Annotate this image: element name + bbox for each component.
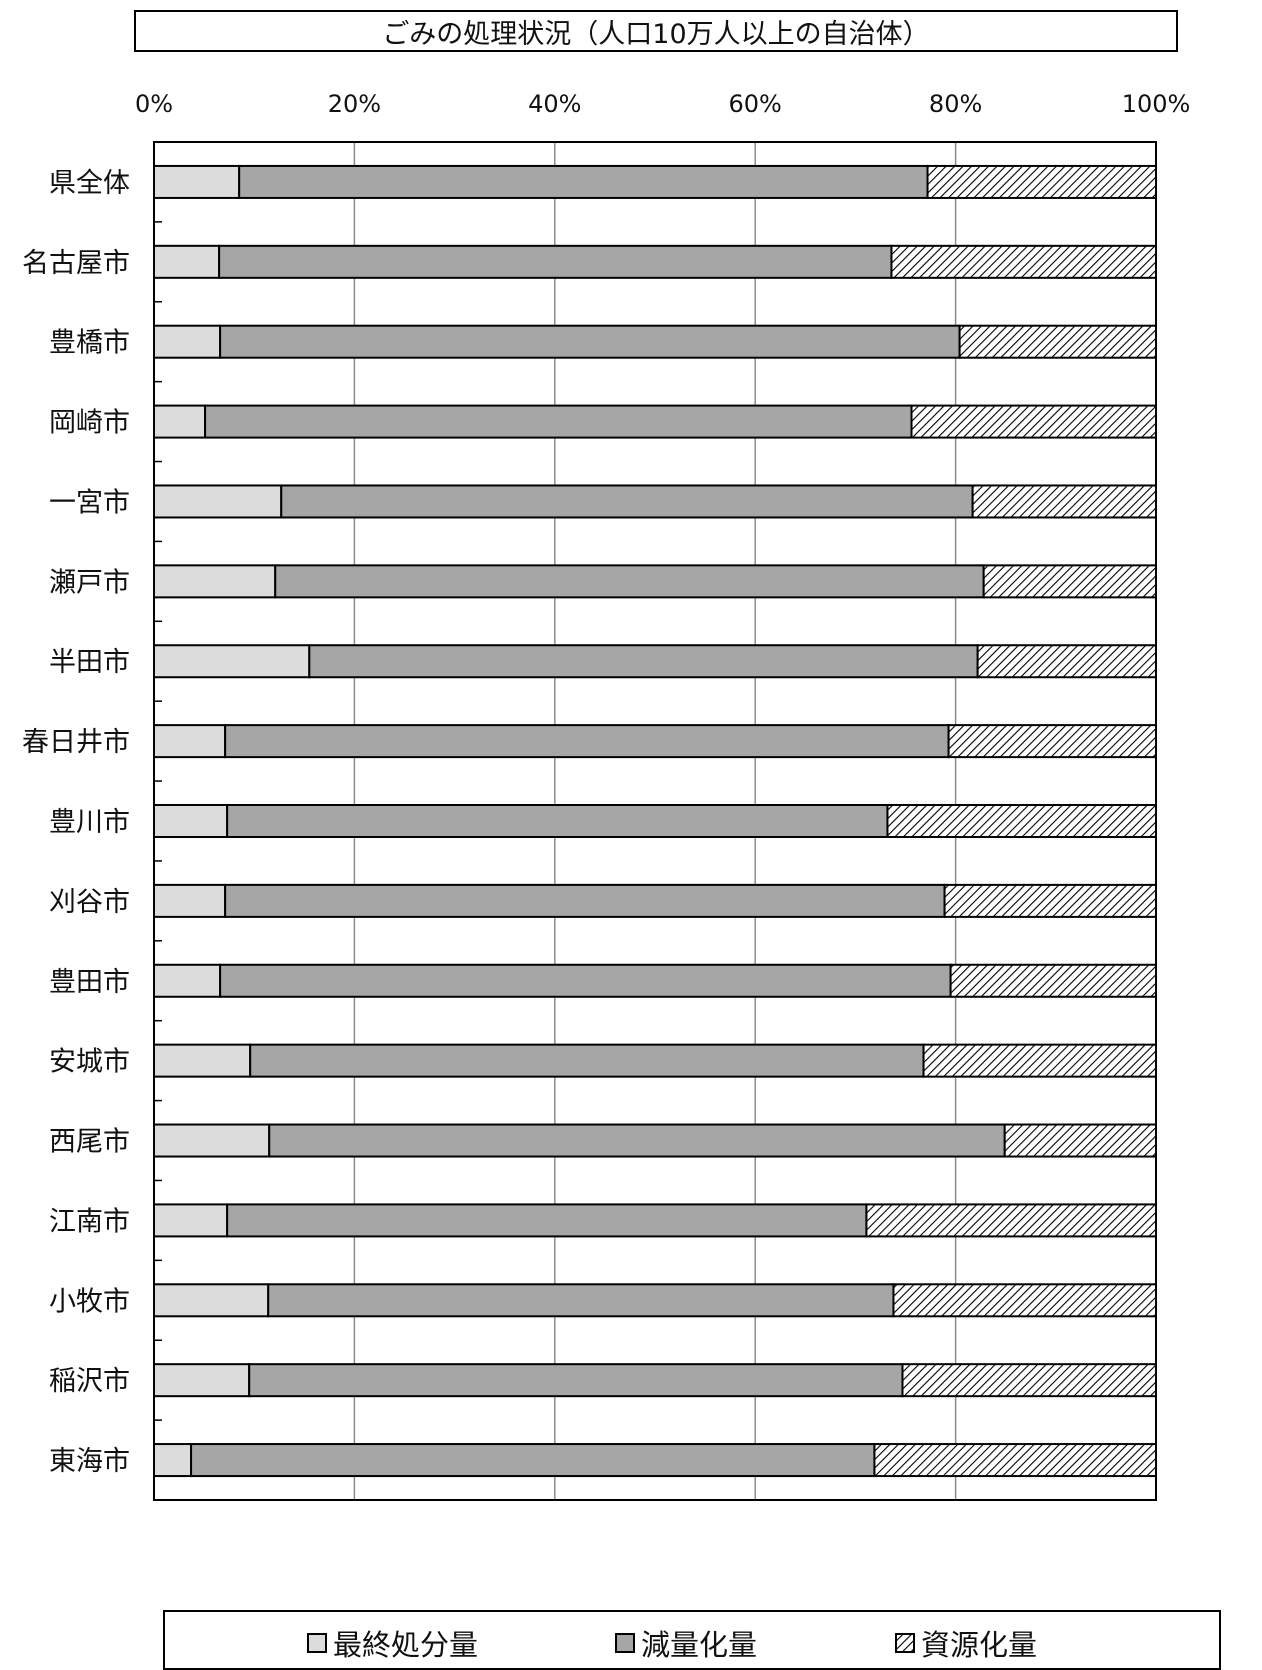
category-label: 刈谷市: [49, 887, 130, 918]
category-label: 小牧市: [49, 1286, 130, 1317]
legend-swatch-recycling: [895, 1633, 915, 1653]
bar-segment-final-disposal: [153, 1443, 193, 1478]
bar-segment-recycling: [982, 564, 1157, 599]
category-label: 県全体: [49, 168, 130, 199]
legend-swatch-final-disposal: [307, 1633, 327, 1653]
bar-segment-final-disposal: [153, 724, 227, 759]
bar-segment-reduction: [224, 724, 950, 759]
x-tick-label: 100%: [1122, 90, 1191, 118]
category-label: 岡崎市: [49, 408, 130, 439]
category-label: 豊田市: [49, 967, 130, 998]
plot-frame: [153, 141, 1157, 1501]
bar-segment-recycling: [892, 1283, 1157, 1318]
x-tick-label: 20%: [328, 90, 381, 118]
bar-segment-recycling: [910, 404, 1158, 439]
category-label: 西尾市: [49, 1127, 130, 1158]
bar-segment-reduction: [219, 963, 952, 998]
bar-segment-reduction: [308, 644, 979, 679]
bar-segment-recycling: [949, 963, 1158, 998]
bar-segment-final-disposal: [153, 1123, 271, 1158]
category-label: 瀬戸市: [49, 567, 130, 598]
bar-segment-reduction: [238, 164, 929, 199]
bar-segment-final-disposal: [153, 1363, 251, 1398]
bar-segment-final-disposal: [153, 1283, 270, 1318]
legend-label: 資源化量: [921, 1628, 1038, 1662]
bar-segment-recycling: [1003, 1123, 1157, 1158]
bar-segment-recycling: [976, 644, 1157, 679]
bar-segment-final-disposal: [153, 883, 227, 918]
bar-segment-reduction: [280, 484, 974, 519]
bar-segment-final-disposal: [153, 244, 221, 279]
legend-swatch-reduction: [615, 1633, 635, 1653]
chart-title-text: ごみの処理状況（人口10万人以上の自治体）: [382, 18, 930, 50]
category-label: 春日井市: [22, 727, 130, 758]
bar-segment-recycling: [971, 484, 1157, 519]
bar-segment-final-disposal: [153, 1043, 252, 1078]
bar-segment-reduction: [226, 804, 889, 838]
bar-segment-recycling: [943, 883, 1157, 918]
bar-segment-recycling: [901, 1363, 1158, 1398]
bar-segment-final-disposal: [153, 804, 229, 838]
x-tick-label: 40%: [528, 90, 581, 118]
bar-segment-final-disposal: [153, 404, 207, 439]
legend-label: 最終処分量: [333, 1628, 479, 1662]
category-label: 名古屋市: [22, 248, 130, 279]
chart-title: ごみの処理状況（人口10万人以上の自治体）: [134, 10, 1178, 52]
bar-segment-reduction: [204, 404, 913, 439]
bar-segment-final-disposal: [153, 644, 311, 679]
bar-segment-recycling: [890, 244, 1157, 279]
category-label: 東海市: [49, 1446, 130, 1477]
legend-label: 減量化量: [641, 1628, 758, 1662]
bar-segment-reduction: [219, 324, 961, 359]
bar-segment-final-disposal: [153, 324, 222, 359]
bar-segment-final-disposal: [153, 963, 222, 998]
bar-segment-reduction: [190, 1443, 876, 1478]
bar-segment-reduction: [248, 1363, 904, 1398]
chart-legend: 最終処分量 減量化量 資源化量: [163, 1610, 1221, 1670]
bar-segment-reduction: [218, 244, 893, 279]
category-label: 稲沢市: [49, 1366, 130, 1397]
bar-segment-recycling: [886, 804, 1157, 838]
legend-item-reduction: 減量化量: [615, 1622, 757, 1664]
bar-segment-reduction: [249, 1043, 925, 1078]
bar-segment-final-disposal: [153, 1203, 229, 1238]
bar-segment-reduction: [224, 883, 946, 918]
bar-segment-final-disposal: [153, 564, 277, 599]
category-label: 一宮市: [49, 487, 130, 518]
category-label: 安城市: [49, 1047, 130, 1078]
bar-segment-reduction: [267, 1283, 895, 1318]
bar-segment-final-disposal: [153, 484, 283, 519]
bar-segment-reduction: [226, 1203, 868, 1238]
legend-item-recycling: 資源化量: [895, 1622, 1037, 1664]
bar-segment-reduction: [274, 564, 985, 599]
x-tick-label: 0%: [135, 90, 173, 118]
bar-segment-reduction: [268, 1123, 1006, 1158]
category-label: 江南市: [49, 1206, 130, 1237]
bar-segment-recycling: [873, 1443, 1157, 1478]
bar-segment-recycling: [865, 1203, 1157, 1238]
category-label: 豊橋市: [49, 328, 130, 359]
x-tick-label: 80%: [929, 90, 982, 118]
bar-segment-recycling: [958, 324, 1157, 359]
x-tick-label: 60%: [729, 90, 782, 118]
legend-item-final-disposal: 最終処分量: [307, 1622, 478, 1664]
bar-segment-recycling: [926, 164, 1157, 199]
bar-segment-recycling: [947, 724, 1157, 759]
bar-segment-recycling: [922, 1043, 1158, 1078]
category-label: 豊川市: [49, 807, 130, 838]
bar-segment-final-disposal: [153, 164, 241, 199]
category-label: 半田市: [49, 647, 130, 678]
